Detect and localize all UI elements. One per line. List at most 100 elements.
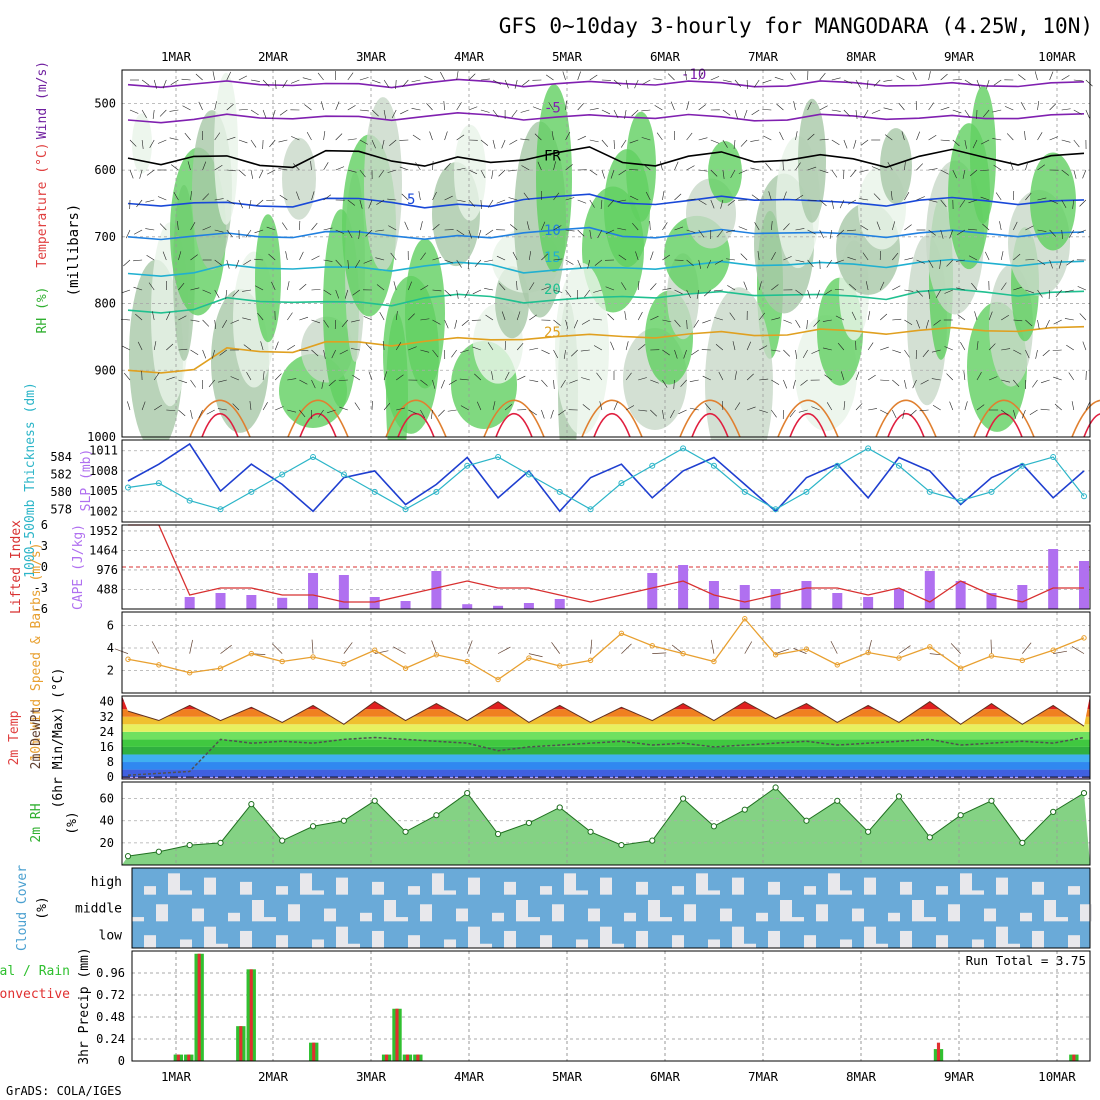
wind-barb [136,199,143,208]
wind-barb [430,409,433,419]
wind-barb [964,109,971,118]
wind-barb [420,318,430,321]
wind-barb [783,349,790,357]
cloud-frame [131,867,1091,949]
temp-tick: 32 [100,710,114,724]
wind-barb [916,196,925,201]
wind-barb [673,379,675,389]
cloud-bar-low [312,939,324,948]
cloud-bar-middle [720,908,732,922]
rh-point [957,812,964,819]
wind-barb-10m [1022,642,1032,654]
wind-barb [968,199,978,204]
wind-barb [159,223,167,231]
wind-barb [121,345,131,351]
wind-barb [835,315,845,321]
wind-barb [485,314,494,321]
cloud-bar-low [804,935,816,948]
wind-barb [806,319,808,329]
wind-barb [758,312,765,321]
wind-barb [157,139,167,144]
wind-barb [738,226,748,231]
wind-barb [311,255,320,261]
wind-barb [491,169,494,179]
wind-barb [867,311,871,321]
wind-barb [698,104,706,111]
wind-barb [674,289,683,295]
wind-barb [378,169,385,178]
wind-barb [299,409,306,418]
wind-barb [359,109,369,112]
wind-barb [904,257,914,261]
wind-barb [271,281,276,291]
cloud-bar-middle [684,904,696,922]
top-date-7: 7MAR [748,49,779,64]
wind-barb [824,289,832,296]
wind-barb [589,199,595,208]
slp-tick: 1011 [89,444,118,458]
cloud-bar-low [936,935,948,948]
wind-barb [157,196,167,201]
wind-barb [698,199,707,205]
wind-barb [565,289,572,298]
cape-bar [369,597,380,609]
wind-barb [944,289,953,294]
wind-barb [1025,349,1030,359]
panel-frame [121,69,1091,438]
wind-barb [743,281,748,291]
cape-bar [739,585,750,609]
wind-barb [424,75,433,81]
wind-barb [134,229,143,235]
wind-barb [121,319,131,321]
wind-barb [420,379,428,386]
wind-barb [262,79,270,87]
wind-barb [855,371,860,381]
wind-speed-point [526,655,532,661]
dewpt-label: 2m DewPt [29,707,44,770]
wind-barb [759,409,768,413]
wind-barb [1018,74,1026,81]
wind-tick: 4 [107,641,114,655]
cape-bar [863,597,874,609]
wind-barb [121,289,131,294]
rh-point [679,795,687,802]
wind-barb [363,259,373,264]
panel-rh: 20 40 60 2m RH (%) [29,781,1091,866]
rh-point [525,819,533,827]
top-date-2: 2MAR [258,49,289,64]
wind-barb [1037,132,1043,141]
wind-barb [170,79,179,86]
wind-tick: 2 [107,664,114,678]
wind-barb [190,379,196,388]
wind-barb [520,109,530,113]
wind-barb [746,373,754,381]
wind-barb-10m [528,653,543,658]
isotherm-loop [483,399,545,438]
thickness-point [402,506,409,513]
wind-barb [311,349,319,357]
wind-barb [850,169,857,178]
precip-convective-bar [395,1008,399,1061]
wind-barb [589,107,599,111]
rh-point [1080,789,1088,797]
wind-barb [876,221,881,231]
thickness-point [125,484,131,491]
wind-barb [1082,341,1087,351]
wind-barb [520,138,530,141]
wind-barb-10m [950,643,961,654]
wind-barb [178,315,187,321]
wind-barb [962,169,966,179]
wind-barb [190,349,199,356]
wind-barb [553,161,556,171]
pressure-tick: 600 [94,163,116,177]
wind-barb [621,282,627,291]
wind-barb-10m [497,646,511,654]
wind-barb [952,139,960,147]
cloud-bar-middle [1044,900,1056,922]
wind-barb-10m [793,648,807,654]
wind-barb [686,289,691,299]
wind-barb [634,79,639,89]
rh-point [988,797,995,804]
wind-barb [898,102,905,111]
wind-barb [169,137,179,141]
